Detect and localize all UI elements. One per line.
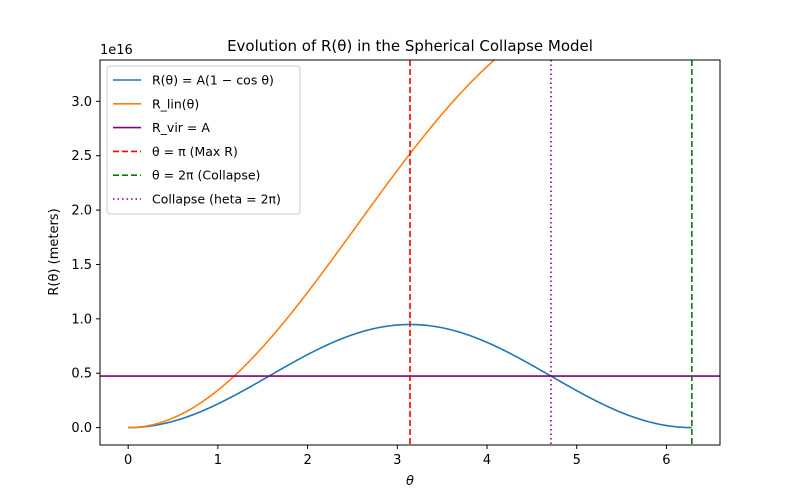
axes-frame (99, 59, 721, 446)
y-tick-label: 1.0 (71, 312, 92, 327)
y-tick-label: 2.0 (71, 204, 92, 219)
y-tick-label: 3.0 (71, 95, 92, 110)
axis-ticks: 0 1 2 3 4 5 6 0.0 0.5 1.0 1.5 2.0 2.5 3.0 (71, 95, 670, 468)
x-axis-label: θ (406, 474, 414, 489)
x-tick-label: 0 (124, 453, 132, 468)
y-tick-label: 1.5 (71, 258, 92, 273)
legend-label-4: θ = 2π (Collapse) (152, 168, 260, 183)
legend-label-5: Collapse (heta = 2π) (152, 192, 281, 207)
x-tick-label: 1 (214, 453, 222, 468)
legend-label-2: R_vir = A (152, 120, 210, 135)
legend-label-0: R(θ) = A(1 − cos θ) (152, 73, 274, 88)
y-axis-label: R(θ) (meters) (47, 208, 62, 295)
legend-label-3: θ = π (Max R) (152, 144, 238, 159)
y-offset-label: 1e16 (100, 43, 133, 58)
y-tick-label: 0.5 (71, 367, 92, 382)
x-tick-label: 5 (573, 453, 581, 468)
y-tick-label: 0.0 (71, 421, 92, 436)
y-tick-label: 2.5 (71, 149, 92, 164)
x-tick-label: 2 (303, 453, 311, 468)
legend-label-1: R_lin(θ) (152, 96, 199, 111)
x-tick-label: 4 (483, 453, 491, 468)
legend: R(θ) = A(1 − cos θ) R_lin(θ) R_vir = A θ = … (106, 65, 301, 215)
x-tick-label: 3 (393, 453, 401, 468)
legend-box (106, 65, 301, 215)
plot-area (100, 60, 720, 445)
x-tick-label: 6 (662, 453, 670, 468)
chart-title: Evolution of R(θ) in the Spherical Colla… (227, 37, 593, 55)
